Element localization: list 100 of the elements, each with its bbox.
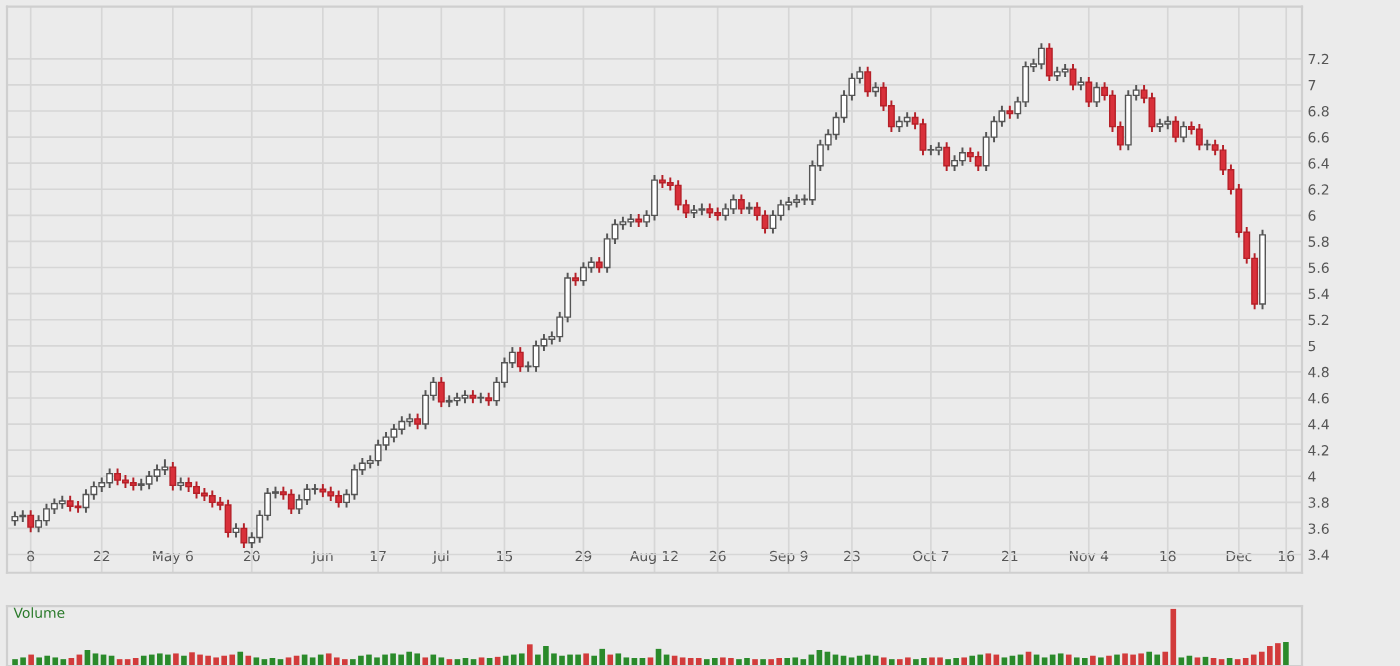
bar (181, 655, 187, 666)
candlestick (579, 261, 587, 287)
candlestick (674, 179, 682, 212)
bar (567, 654, 573, 666)
bar (1250, 654, 1257, 666)
bar (390, 653, 396, 666)
bar (583, 653, 589, 666)
bar (1130, 654, 1136, 666)
bar (712, 658, 718, 666)
bar (687, 658, 694, 666)
bar (800, 659, 807, 666)
candlestick (516, 346, 524, 373)
bar (414, 653, 421, 666)
bar (157, 653, 163, 666)
bar (28, 654, 34, 666)
candlestick (1180, 120, 1188, 144)
bar (703, 659, 710, 666)
bar (1258, 651, 1265, 666)
bar (1138, 653, 1144, 666)
candlestick (864, 65, 872, 98)
bar (1098, 657, 1104, 666)
bar (398, 654, 404, 666)
bar (422, 657, 429, 666)
bar (12, 659, 18, 666)
bar (406, 651, 412, 666)
bar (430, 654, 437, 666)
candlestick (303, 483, 311, 506)
bar (229, 654, 236, 666)
bar (945, 659, 951, 666)
bar (333, 657, 340, 666)
candlestick (651, 173, 658, 222)
bar (575, 654, 581, 666)
bar (60, 659, 67, 666)
bar (1154, 654, 1161, 666)
bar (44, 655, 51, 666)
bar (599, 648, 606, 666)
candlestick (974, 150, 982, 172)
bar (784, 658, 791, 666)
bar (961, 657, 967, 666)
bar (792, 657, 799, 666)
bar (1122, 653, 1128, 666)
bar (1275, 643, 1281, 666)
candlestick (398, 415, 406, 436)
candlestick (1085, 76, 1093, 109)
bar (929, 657, 935, 666)
candlestick (27, 509, 35, 534)
bar (173, 653, 179, 666)
candlestick (737, 193, 745, 216)
bar (189, 652, 195, 666)
candlestick (1172, 115, 1180, 144)
bar (245, 655, 252, 666)
bar (744, 658, 750, 666)
bar (880, 657, 887, 666)
bar (1065, 654, 1072, 666)
bar (358, 655, 364, 666)
candlestick (43, 502, 50, 527)
bar (913, 659, 919, 666)
candlestick (761, 209, 769, 235)
bar (760, 659, 766, 666)
bar (1146, 651, 1152, 666)
bar (1090, 655, 1096, 666)
bar (317, 654, 324, 666)
bar (20, 657, 26, 666)
bar (591, 655, 597, 666)
bar (937, 657, 943, 666)
bar (36, 657, 42, 666)
bar (776, 658, 782, 666)
bar (720, 657, 726, 666)
candlestick (730, 193, 737, 216)
bar (969, 655, 976, 666)
candlestick (437, 376, 445, 409)
bar (551, 653, 557, 666)
candlestick (240, 522, 248, 549)
bar (543, 646, 549, 666)
bar (1073, 657, 1080, 666)
bar (325, 653, 332, 666)
bar (366, 654, 372, 666)
candlestick (1037, 42, 1045, 71)
bar (977, 654, 984, 666)
bar (52, 657, 59, 666)
bar (695, 658, 702, 666)
bar (905, 657, 911, 666)
bar (1106, 655, 1112, 666)
bar (165, 654, 171, 666)
candlestick (943, 141, 951, 172)
candlestick (1093, 81, 1101, 109)
bar (728, 658, 734, 666)
bar (374, 657, 380, 666)
bar (221, 655, 227, 666)
bar (535, 654, 541, 666)
candlestick (145, 470, 153, 491)
bar (752, 659, 758, 666)
bar (953, 658, 959, 666)
bar (148, 654, 155, 666)
bar (985, 653, 992, 666)
candlestick (1195, 123, 1203, 152)
bar (237, 651, 244, 666)
candlestick (1045, 42, 1053, 82)
bar (1114, 654, 1120, 666)
candlestick (390, 423, 398, 444)
